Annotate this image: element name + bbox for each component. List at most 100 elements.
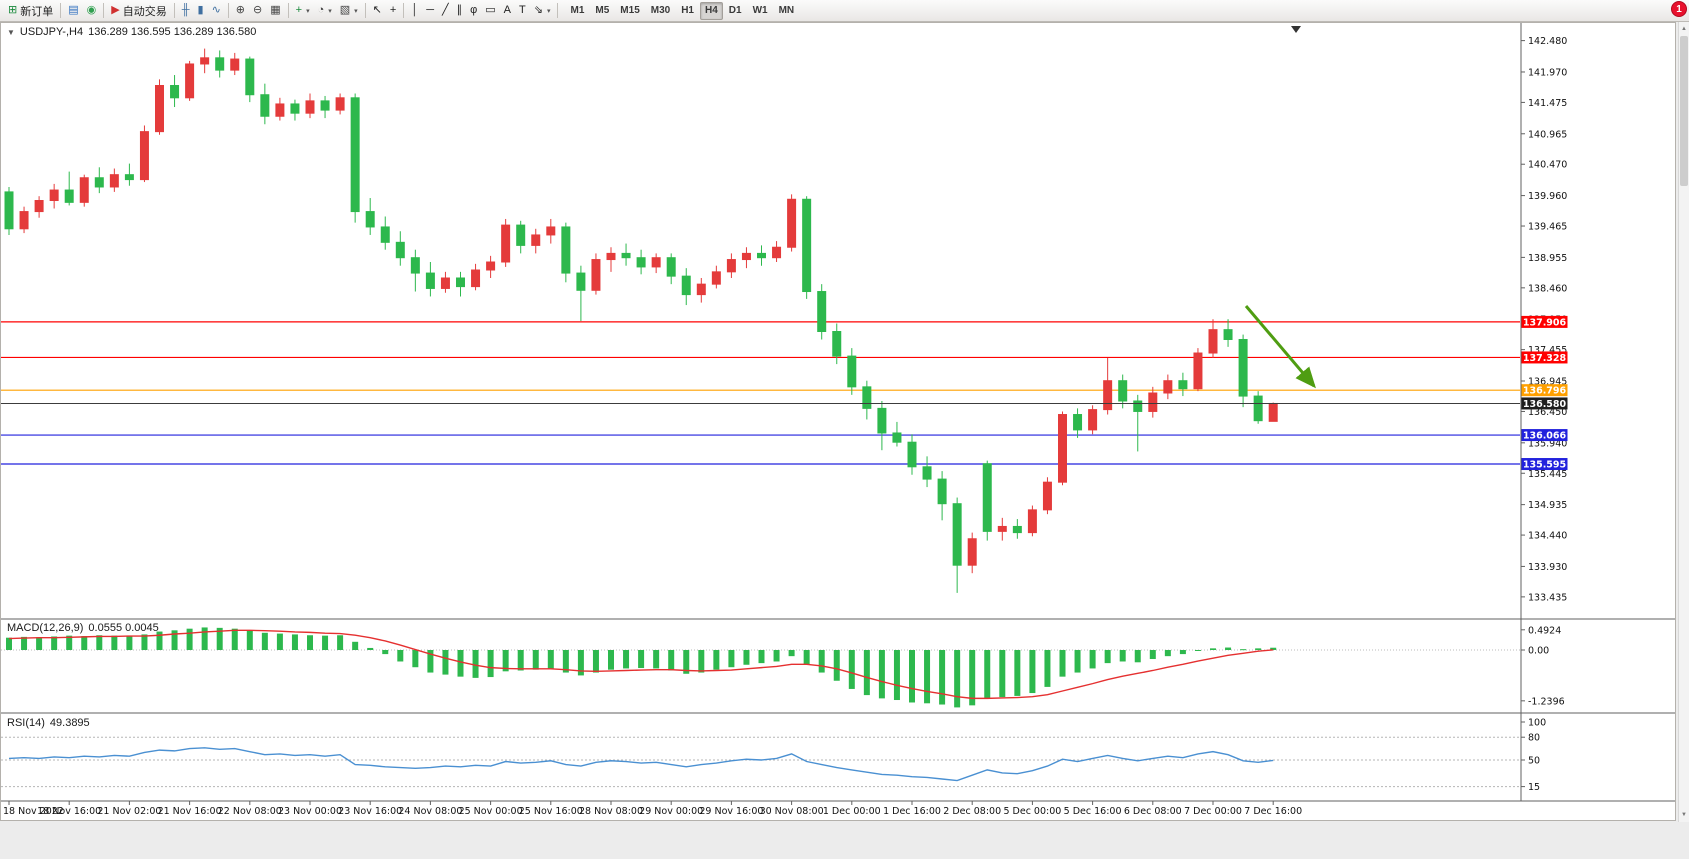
svg-text:135.445: 135.445 — [1528, 469, 1567, 480]
indicators-dropdown-icon[interactable]: ▾ — [306, 7, 310, 15]
text-button[interactable]: A — [500, 1, 515, 21]
zoom-out-button[interactable]: ⊖ — [249, 1, 266, 21]
scrollbar-up-icon[interactable]: ▲ — [1681, 26, 1687, 32]
timeframe-m5-button[interactable]: M5 — [595, 4, 610, 16]
vertical-scrollbar[interactable]: ▲ ▼ — [1678, 22, 1689, 822]
toolbar-separator — [403, 3, 405, 18]
equidistant-channel-icon: ∥ — [456, 4, 463, 16]
svg-text:21 Nov 16:00: 21 Nov 16:00 — [158, 806, 222, 817]
scrollbar-down-icon[interactable]: ▼ — [1681, 812, 1687, 818]
svg-text:136.796: 136.796 — [1523, 386, 1567, 397]
timeframe-group: M1 M5 M15 M30 H1 H4 D1 W1 MN — [565, 1, 799, 20]
price-badge: 136.066 — [1521, 429, 1568, 442]
price-badge: 136.580 — [1521, 397, 1568, 410]
svg-text:134.440: 134.440 — [1528, 531, 1567, 542]
svg-text:6 Dec 08:00: 6 Dec 08:00 — [1124, 806, 1182, 817]
svg-text:24 Nov 08:00: 24 Nov 08:00 — [398, 806, 462, 817]
svg-text:137.328: 137.328 — [1523, 353, 1567, 364]
timeframe-mn-button[interactable]: MN — [778, 4, 795, 16]
chart-collapse-icon[interactable]: ▼ — [7, 27, 15, 37]
cursor-button[interactable]: ↖ — [369, 1, 386, 21]
candlestick-mode-button[interactable]: ▮ — [194, 1, 208, 21]
price-badge: 137.906 — [1521, 315, 1568, 328]
strategy-tester-button[interactable]: ◉ — [83, 1, 101, 21]
timeframe-h4-button[interactable]: H4 — [700, 1, 723, 20]
horizontal-line-objects[interactable] — [1, 321, 1520, 465]
fibonacci-retracement-button[interactable]: φ — [466, 1, 481, 21]
toolbar-separator — [60, 3, 62, 18]
equidistant-channel-button[interactable]: ∥ — [453, 1, 467, 21]
svg-text:29 Nov 00:00: 29 Nov 00:00 — [639, 806, 703, 817]
new-order-icon: ⊞ — [8, 4, 18, 16]
periods-button[interactable]: ◔ ▾ — [314, 1, 336, 21]
svg-text:5 Dec 00:00: 5 Dec 00:00 — [1003, 806, 1061, 817]
arrow-objects-button[interactable]: ⇘ ▾ — [530, 1, 555, 21]
chart-symbol-timeframe: USDJPY-,H4 — [19, 26, 84, 38]
arrow-annotation[interactable] — [1244, 305, 1316, 389]
timeframe-w1-button[interactable]: W1 — [752, 4, 768, 16]
svg-text:29 Nov 16:00: 29 Nov 16:00 — [699, 806, 763, 817]
svg-text:135.940: 135.940 — [1528, 438, 1567, 449]
svg-text:138.955: 138.955 — [1528, 253, 1567, 264]
svg-text:135.595: 135.595 — [1523, 460, 1566, 471]
svg-text:15: 15 — [1528, 782, 1540, 793]
rsi-line — [8, 747, 1274, 782]
timeframe-d1-button[interactable]: D1 — [728, 4, 742, 16]
crosshair-button[interactable]: + — [386, 1, 400, 21]
svg-text:138.460: 138.460 — [1528, 283, 1567, 294]
svg-text:-1.2396: -1.2396 — [1528, 696, 1565, 707]
svg-text:28 Nov 08:00: 28 Nov 08:00 — [579, 806, 643, 817]
timeframe-m30-button[interactable]: M30 — [650, 4, 671, 16]
svg-text:142.480: 142.480 — [1528, 36, 1567, 47]
bar-chart-mode-button[interactable]: ╫ — [178, 1, 194, 21]
candlesticks — [4, 48, 1278, 593]
timeframe-m15-button[interactable]: M15 — [620, 4, 640, 16]
trendline-button[interactable]: ╱ — [438, 1, 453, 21]
macd-histogram — [6, 627, 1277, 708]
charts-window-icon: ▤ — [68, 4, 79, 16]
candlestick-mode-icon: ▮ — [197, 4, 204, 16]
shapes-button[interactable]: ▭ — [481, 1, 499, 21]
timeframe-m1-button[interactable]: M1 — [570, 4, 585, 16]
tile-windows-button[interactable]: ▦ — [266, 1, 284, 21]
crosshair-icon: + — [389, 4, 397, 16]
svg-text:136.580: 136.580 — [1523, 399, 1567, 410]
notification-badge[interactable]: 1 — [1671, 1, 1687, 17]
svg-text:23 Nov 00:00: 23 Nov 00:00 — [278, 806, 342, 817]
scrollbar-thumb[interactable] — [1680, 36, 1688, 186]
svg-text:7 Dec 16:00: 7 Dec 16:00 — [1244, 806, 1302, 817]
templates-dropdown-icon[interactable]: ▾ — [354, 7, 358, 15]
indicators-button[interactable]: + ▾ — [292, 1, 314, 21]
chart-shift-marker[interactable] — [1291, 26, 1301, 33]
macd-signal-line — [8, 629, 1274, 700]
svg-text:140.470: 140.470 — [1528, 160, 1567, 171]
price-badge: 137.328 — [1521, 351, 1568, 364]
vertical-line-button[interactable]: │ — [407, 1, 422, 21]
line-chart-mode-button[interactable]: ∿ — [208, 1, 225, 21]
svg-text:7 Dec 00:00: 7 Dec 00:00 — [1184, 806, 1242, 817]
main-pane-label: ▼ USDJPY-,H4 136.289 136.595 136.289 136… — [7, 26, 256, 38]
price-badge: 136.796 — [1521, 384, 1568, 397]
charts-window-button[interactable]: ▤ — [64, 1, 82, 21]
shapes-icon: ▭ — [485, 4, 496, 16]
horizontal-line-button[interactable]: ─ — [422, 1, 438, 21]
toolbar-separator — [173, 3, 175, 18]
zoom-in-button[interactable]: ⊕ — [232, 1, 249, 21]
timeframe-h1-button[interactable]: H1 — [681, 4, 694, 16]
toolbar-separator — [103, 3, 105, 18]
macd-indicator-values: 0.0555 0.0045 — [88, 622, 159, 634]
macd-indicator-label: MACD(12,26,9) — [7, 622, 84, 634]
periods-dropdown-icon[interactable]: ▾ — [328, 7, 332, 15]
rsi-pane-label: RSI(14) 49.3895 — [7, 717, 90, 729]
arrow-objects-dropdown-icon[interactable]: ▾ — [546, 7, 551, 15]
templates-button[interactable]: ▧ ▾ — [336, 1, 362, 21]
text-label-button[interactable]: T — [515, 1, 530, 21]
new-order-button[interactable]: ⊞ 新订单 — [4, 1, 57, 21]
svg-text:136.450: 136.450 — [1528, 407, 1567, 418]
chart-window: 142.480 141.970 141.475 140.965 140.470 139.9… — [0, 22, 1676, 821]
cursor-icon: ↖ — [372, 4, 382, 16]
svg-text:25 Nov 16:00: 25 Nov 16:00 — [519, 806, 583, 817]
svg-text:0.00: 0.00 — [1528, 646, 1549, 657]
autotrading-button[interactable]: ▶ 自动交易 — [107, 1, 170, 21]
chart-canvas[interactable]: 142.480 141.970 141.475 140.965 140.470 139.9… — [1, 23, 1675, 820]
